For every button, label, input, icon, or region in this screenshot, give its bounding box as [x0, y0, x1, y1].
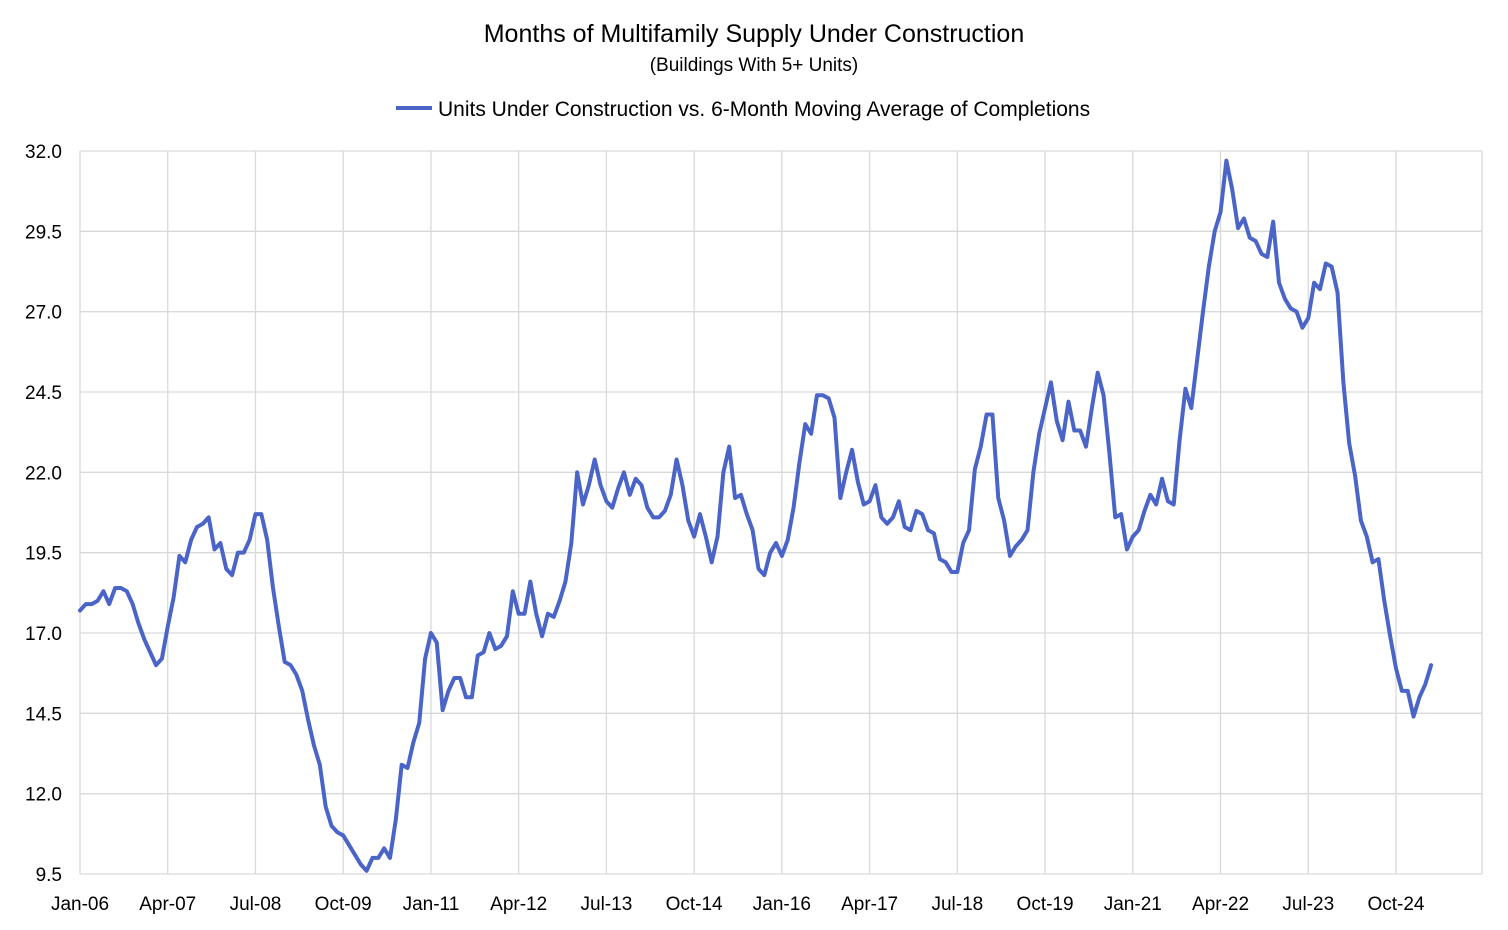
x-tick-label: Jul-13: [581, 894, 633, 915]
x-tick-label: Oct-14: [666, 894, 723, 915]
y-axis: 32.0 29.5 27.0 24.5 22.0 19.5 17.0 14.5 12.0 9.5: [25, 142, 62, 886]
y-tick-label: 29.5: [25, 222, 62, 243]
legend: Units Under Construction vs. 6-Month Mov…: [396, 98, 1090, 121]
x-tick-label: Jul-23: [1282, 894, 1334, 915]
x-tick-label: Oct-19: [1017, 894, 1074, 915]
x-tick-label: Jan-16: [753, 894, 811, 915]
x-tick-label: Apr-12: [490, 894, 547, 915]
y-tick-label: 27.0: [25, 303, 62, 324]
chart-subtitle: (Buildings With 5+ Units): [650, 55, 859, 76]
y-tick-label: 14.5: [25, 704, 62, 725]
grid: [79, 150, 1483, 875]
series-group: [78, 158, 1434, 873]
x-tick-label: Apr-07: [139, 894, 196, 915]
chart-title: Months of Multifamily Supply Under Const…: [484, 20, 1025, 48]
y-tick-label: 24.5: [25, 383, 62, 404]
x-tick-label: Jan-11: [403, 894, 460, 915]
legend-label: Units Under Construction vs. 6-Month Mov…: [438, 98, 1090, 121]
x-tick-label: Apr-17: [841, 894, 898, 915]
y-tick-label: 9.5: [36, 865, 62, 886]
x-tick-label: Apr-22: [1192, 894, 1249, 915]
y-tick-label: 17.0: [25, 624, 62, 645]
y-tick-label: 32.0: [25, 142, 62, 163]
x-axis: Jan-06 Apr-07 Jul-08 Oct-09 Jan-11 Apr-12 Jul-…: [51, 894, 1425, 915]
x-tick-label: Oct-09: [315, 894, 372, 915]
y-tick-label: 19.5: [25, 544, 62, 565]
x-tick-label: Jul-08: [230, 894, 282, 915]
y-tick-label: 12.0: [25, 785, 62, 806]
x-tick-label: Jul-18: [931, 894, 983, 915]
x-tick-label: Oct-24: [1367, 894, 1424, 915]
y-tick-label: 22.0: [25, 463, 62, 484]
x-tick-label: Jan-06: [51, 894, 109, 915]
series-line: [78, 158, 1434, 873]
x-tick-label: Jan-21: [1104, 894, 1162, 915]
